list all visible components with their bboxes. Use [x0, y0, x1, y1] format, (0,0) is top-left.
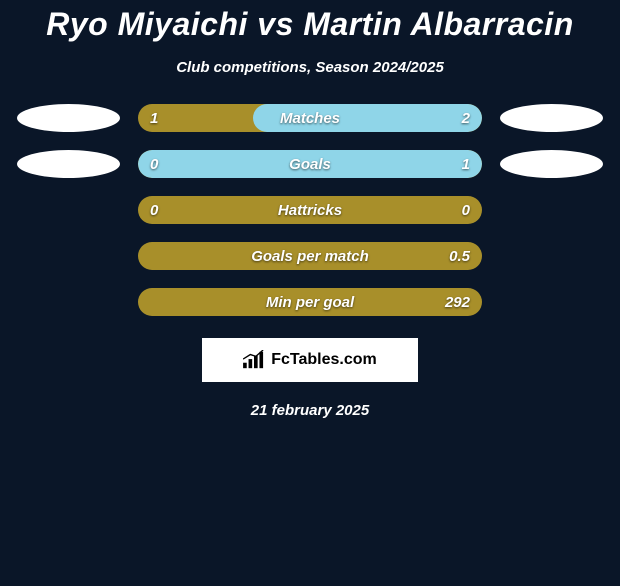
stat-value-left: 1: [150, 104, 158, 132]
stat-bar: Goals per match0.5: [138, 242, 482, 270]
player-badge-right: [500, 104, 603, 132]
stats-container: Matches12 Goals01 Hattricks0 0 Goals per mat…: [0, 104, 620, 316]
stat-label: Goals per match: [138, 242, 482, 270]
brand-label: FcTables.com: [271, 351, 377, 369]
stat-row: Hattricks0 0: [0, 196, 620, 224]
bar-chart-icon: [243, 350, 265, 370]
stat-label: Hattricks: [138, 196, 482, 224]
player-badge-right: [500, 150, 603, 178]
stat-value-left: 0: [150, 196, 158, 224]
page-title: Ryo Miyaichi vs Martin Albarracin: [0, 6, 620, 43]
stat-bar: Goals01: [138, 150, 482, 178]
stat-row: Goals per match0.5: [0, 242, 620, 270]
player-badge-left: [17, 104, 120, 132]
stat-bar: Hattricks0 0: [138, 196, 482, 224]
stat-value-right: 0: [462, 196, 470, 224]
player-badge-left: [17, 150, 120, 178]
stat-bar: Matches12: [138, 104, 482, 132]
date-label: 21 february 2025: [0, 402, 620, 419]
stat-value-right: 0.5: [449, 242, 470, 270]
stat-row: Min per goal292: [0, 288, 620, 316]
subtitle: Club competitions, Season 2024/2025: [0, 59, 620, 76]
stat-bar-right: [138, 150, 482, 178]
stat-row: Matches12: [0, 104, 620, 132]
stat-label: Min per goal: [138, 288, 482, 316]
stat-bar: Min per goal292: [138, 288, 482, 316]
stat-row: Goals01: [0, 150, 620, 178]
stat-bar-right: [253, 104, 482, 132]
stat-value-right: 292: [445, 288, 470, 316]
brand-box: FcTables.com: [202, 338, 418, 382]
